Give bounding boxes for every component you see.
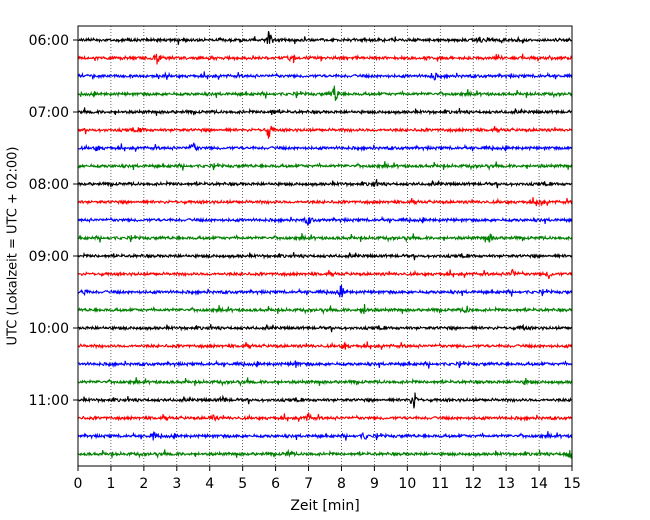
trace-row <box>77 448 573 460</box>
y-tick-label: 11:00 <box>29 393 69 409</box>
trace-row <box>77 53 573 65</box>
x-axis-title: Zeit [min] <box>290 498 359 514</box>
y-tick-label: 09:00 <box>29 249 69 265</box>
trace-row <box>77 359 573 369</box>
trace-row <box>77 233 573 244</box>
x-tick-label: 8 <box>337 476 346 492</box>
y-tick-label: 06:00 <box>29 33 69 49</box>
trace-row <box>77 107 572 116</box>
plot-frame <box>77 25 573 467</box>
trace-row <box>77 142 573 153</box>
trace-row <box>77 125 573 139</box>
trace-row <box>77 392 573 409</box>
trace-row <box>77 71 573 81</box>
trace-row <box>77 303 573 316</box>
y-tick-label: 10:00 <box>29 321 69 337</box>
trace-row <box>77 431 573 441</box>
trace-row <box>77 284 573 298</box>
trace-row <box>77 268 573 280</box>
x-tick-label: 12 <box>464 476 482 492</box>
y-axis-title: UTC (Lokalzeit = UTC + 02:00) <box>6 147 21 346</box>
x-tick-label: 7 <box>304 476 313 492</box>
x-tick-label: 6 <box>271 476 280 492</box>
y-tick-label: 07:00 <box>29 105 69 121</box>
y-tick-label: 08:00 <box>29 177 69 193</box>
trace-row <box>77 251 573 261</box>
trace-row <box>77 161 573 172</box>
x-tick-label: 9 <box>370 476 379 492</box>
y-axis: 06:00 07:00 08:00 09:00 10:00 11:00 <box>29 33 78 409</box>
trace-row <box>77 197 573 207</box>
x-tick-label: 5 <box>238 476 247 492</box>
x-tick-label: 1 <box>106 476 115 492</box>
x-tick-label: 15 <box>563 476 581 492</box>
grid-lines <box>110 26 540 466</box>
trace-row <box>77 323 573 333</box>
x-tick-label: 0 <box>74 476 83 492</box>
x-tick-label: 10 <box>398 476 416 492</box>
x-tick-label: 3 <box>172 476 181 492</box>
x-tick-label: 2 <box>139 476 148 492</box>
x-tick-label: 14 <box>530 476 548 492</box>
trace-row <box>77 31 573 45</box>
x-axis: 0 1 2 3 4 5 6 7 8 9 10 11 12 13 14 15 <box>74 466 581 492</box>
trace-row <box>77 215 573 226</box>
trace-row <box>77 85 573 101</box>
trace-row <box>77 341 573 350</box>
trace-row <box>77 179 573 189</box>
x-tick-label: 11 <box>431 476 449 492</box>
trace-row <box>77 412 573 423</box>
trace-row <box>77 377 573 388</box>
x-tick-label: 13 <box>497 476 515 492</box>
trace-rows <box>77 31 573 460</box>
x-tick-label: 4 <box>205 476 214 492</box>
